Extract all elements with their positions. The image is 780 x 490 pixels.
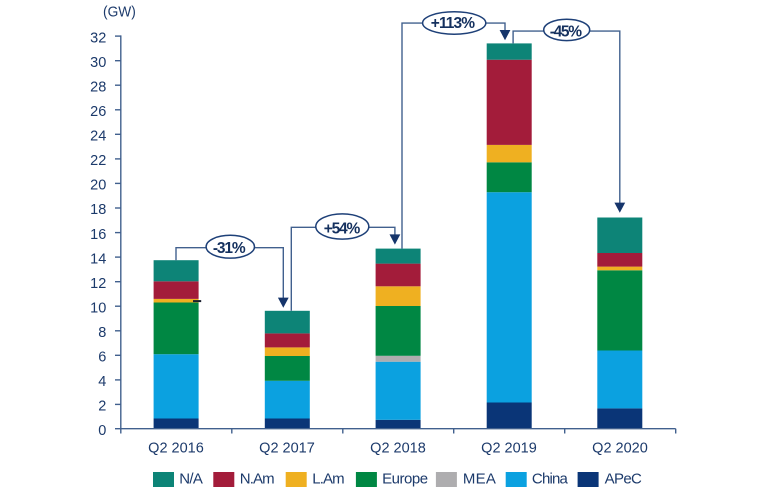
svg-text:MEA: MEA	[463, 471, 496, 488]
svg-text:6: 6	[98, 350, 106, 366]
svg-text:-31%: -31%	[213, 240, 246, 257]
svg-text:10: 10	[90, 301, 106, 317]
svg-text:(GW): (GW)	[103, 3, 136, 20]
svg-text:N.Am: N.Am	[240, 471, 275, 488]
svg-text:+113%: +113%	[431, 15, 475, 32]
svg-text:0: 0	[98, 423, 106, 439]
svg-text:4: 4	[98, 374, 106, 390]
svg-text:APeC: APeC	[605, 471, 642, 488]
svg-text:Q2 2017: Q2 2017	[259, 441, 315, 457]
svg-text:32: 32	[90, 30, 106, 46]
svg-text:12: 12	[90, 276, 106, 292]
svg-text:24: 24	[90, 129, 106, 145]
svg-text:+54%: +54%	[324, 220, 361, 237]
svg-text:2: 2	[98, 399, 106, 415]
svg-text:8: 8	[98, 325, 106, 341]
svg-text:Q2 2018: Q2 2018	[370, 441, 426, 457]
svg-text:L.Am: L.Am	[312, 471, 344, 488]
svg-text:Q2 2020: Q2 2020	[592, 441, 648, 457]
svg-text:28: 28	[90, 80, 106, 96]
svg-text:China: China	[532, 471, 569, 488]
svg-text:16: 16	[90, 227, 106, 243]
svg-text:20: 20	[90, 178, 106, 194]
svg-text:18: 18	[90, 202, 106, 218]
svg-text:Europe: Europe	[382, 471, 428, 488]
svg-text:14: 14	[90, 251, 106, 267]
svg-text:22: 22	[90, 153, 106, 169]
svg-text:Q2 2019: Q2 2019	[481, 441, 537, 457]
svg-text:Q2 2016: Q2 2016	[148, 441, 204, 457]
svg-text:30: 30	[90, 55, 106, 71]
svg-text:26: 26	[90, 104, 106, 120]
svg-text:N/A: N/A	[179, 471, 203, 488]
svg-text:-45%: -45%	[550, 23, 582, 40]
